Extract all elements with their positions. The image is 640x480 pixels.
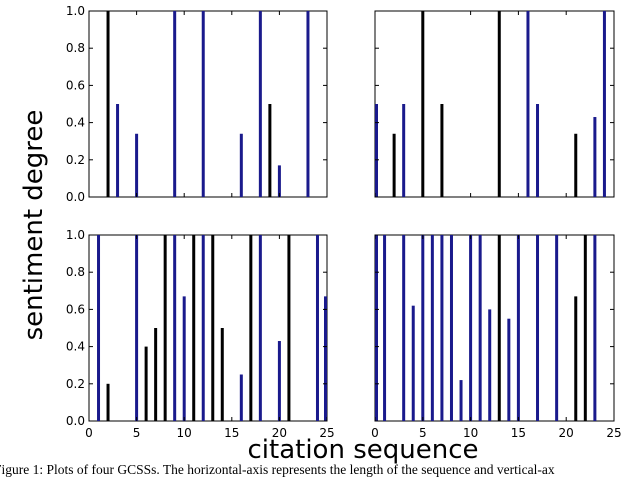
bar-5 — [154, 328, 158, 421]
y-tick-label: 0.6 — [66, 78, 85, 92]
bar-5 — [440, 104, 444, 197]
bar-3 — [402, 104, 406, 197]
bar-5 — [201, 11, 205, 197]
x-axis-label: citation sequence — [247, 435, 478, 465]
bar-10 — [469, 235, 473, 421]
bar-15 — [516, 235, 520, 421]
bar-9 — [574, 133, 578, 197]
x-tick-label: 10 — [177, 426, 192, 440]
y-tick-label: 0.2 — [66, 153, 85, 167]
x-tick-label: 0 — [371, 426, 379, 440]
bar-3 — [135, 133, 139, 197]
panels-group: 0.0 0.2 0.4 0.6 0.8 1.0 0.0 0.2 0.4 0.6 0.8 1.0 0 5 10… — [66, 4, 622, 440]
bar-9 — [459, 380, 463, 421]
bar-17 — [555, 235, 559, 421]
bar-11 — [478, 235, 482, 421]
bar-19 — [583, 235, 587, 421]
y-tick-label: 0.4 — [66, 340, 85, 354]
y-tick-label: 0.8 — [66, 265, 85, 279]
bar-1 — [375, 235, 378, 421]
bar-16 — [277, 341, 281, 421]
bar-4 — [144, 346, 148, 421]
x-tick-label: 25 — [319, 426, 334, 440]
bar-11 — [211, 235, 215, 421]
bar-7 — [173, 235, 177, 421]
bar-8 — [536, 104, 540, 197]
y-tick-label: 0.2 — [66, 377, 85, 391]
bar-15 — [258, 235, 262, 421]
y-tick-label: 1.0 — [66, 228, 85, 242]
bar-17 — [287, 235, 291, 421]
bar-4 — [173, 11, 177, 197]
bar-2 — [392, 133, 396, 197]
plot-frame — [88, 10, 328, 198]
x-tick-label: 10 — [463, 426, 478, 440]
bar-2 — [383, 235, 387, 421]
bar-8 — [182, 296, 186, 421]
bar-13 — [497, 235, 501, 421]
bar-10 — [201, 235, 205, 421]
plot-frame — [374, 10, 615, 198]
bar-1 — [375, 104, 378, 197]
bar-8 — [268, 104, 272, 197]
bar-12 — [488, 309, 492, 421]
bar-19 — [324, 296, 327, 421]
bar-7 — [440, 235, 444, 421]
y-tick-label: 0.8 — [66, 41, 85, 55]
bar-20 — [593, 235, 597, 421]
bar-8 — [449, 235, 453, 421]
bar-4 — [411, 305, 415, 421]
bar-18 — [315, 235, 319, 421]
x-tick-label: 5 — [419, 426, 427, 440]
bar-7 — [526, 11, 530, 197]
x-tick-label: 0 — [85, 426, 93, 440]
bar-3 — [402, 235, 406, 421]
y-tick-label: 0.0 — [66, 190, 85, 204]
plot-frame — [88, 234, 328, 422]
y-axis-label: sentiment degree — [19, 110, 49, 341]
bar-1 — [97, 235, 101, 421]
bar-6 — [430, 235, 434, 421]
bar-10 — [306, 11, 310, 197]
panel-bottom-right: 0 5 10 15 20 25 — [371, 234, 622, 440]
bar-6 — [239, 133, 243, 197]
x-tick-label: 25 — [606, 426, 621, 440]
bar-11 — [602, 11, 606, 197]
bar-3 — [135, 235, 139, 421]
plot-frame — [374, 234, 615, 422]
bar-16 — [536, 235, 540, 421]
x-tick-label: 5 — [133, 426, 141, 440]
bar-2 — [116, 104, 120, 197]
figure-caption: Figure 1: Plots of four GCSSs. The horiz… — [0, 462, 555, 477]
bar-13 — [239, 374, 243, 421]
bar-4 — [421, 11, 425, 197]
panel-top-right — [374, 10, 615, 198]
bar-6 — [497, 11, 501, 197]
bar-18 — [574, 296, 578, 421]
bar-9 — [277, 165, 281, 197]
bar-1 — [106, 11, 110, 197]
bar-7 — [258, 11, 262, 197]
bar-14 — [507, 318, 511, 421]
panel-bottom-left: 0.0 0.2 0.4 0.6 0.8 1.0 0 5 10 15 20 25 — [66, 228, 335, 440]
y-tick-label: 0.0 — [66, 414, 85, 428]
y-tick-label: 0.4 — [66, 116, 85, 130]
x-tick-label: 20 — [272, 426, 287, 440]
bar-5 — [421, 235, 425, 421]
bar-10 — [593, 117, 597, 197]
panel-top-left: 0.0 0.2 0.4 0.6 0.8 1.0 — [66, 4, 328, 204]
x-tick-label: 15 — [511, 426, 526, 440]
bar-12 — [220, 328, 224, 421]
x-tick-label: 20 — [559, 426, 574, 440]
y-tick-label: 0.6 — [66, 302, 85, 316]
x-tick-label: 15 — [224, 426, 239, 440]
y-tick-label: 1.0 — [66, 4, 85, 18]
bar-9 — [192, 235, 196, 421]
bar-6 — [163, 235, 167, 421]
bar-2 — [106, 383, 110, 421]
bar-14 — [249, 235, 253, 421]
